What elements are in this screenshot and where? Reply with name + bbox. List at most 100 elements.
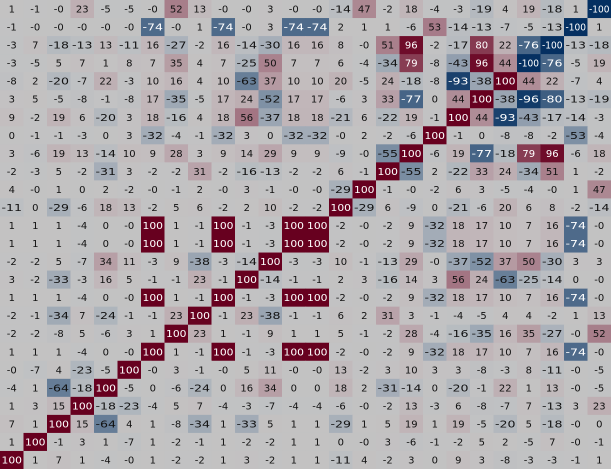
heatmap-cell [470,450,495,469]
heatmap-cell [188,198,213,218]
heatmap-cell [94,0,119,19]
heatmap-cell-label: -21 [331,113,352,124]
heatmap-cell-label: 100 [143,221,164,232]
heatmap-cell-label: 1 [314,329,320,340]
heatmap-cell [258,306,283,326]
heatmap-cell-label: -18 [72,383,93,394]
heatmap-cell [141,432,166,452]
heatmap-cell-label: -76 [542,59,563,70]
heatmap-cell-label: 3 [9,95,15,106]
heatmap-cell [117,360,142,380]
heatmap-cell-label: 13 [334,365,347,376]
heatmap-cell [47,378,72,398]
heatmap-cell-label: 5 [126,275,132,286]
heatmap-cell [517,360,542,380]
heatmap-cell-label: 17 [287,95,300,106]
heatmap-cell [211,126,236,145]
heatmap-cell-label: -2 [383,401,393,412]
heatmap-cell [517,234,542,254]
heatmap-cell [0,252,25,272]
heatmap-cell-label: -4 [7,383,17,394]
heatmap-cell [258,18,283,37]
heatmap-cell-label: 24 [381,77,394,88]
heatmap-cell [423,126,448,145]
heatmap-cell [235,162,260,181]
heatmap-cell-label: -0 [101,23,111,34]
heatmap-cell-label: -0 [359,401,369,412]
heatmap-cell-label: -6 [406,23,416,34]
heatmap-cell [47,36,72,55]
heatmap-cell [94,450,119,469]
heatmap-cell [23,198,48,218]
heatmap-cell [493,450,518,469]
heatmap-cell [23,108,48,127]
heatmap-cell [164,378,189,398]
heatmap-cell [376,288,401,308]
heatmap-cell-label: -1 [148,311,158,322]
heatmap-cell-label: -74 [566,293,587,304]
heatmap-cell-label: -0 [406,185,416,196]
heatmap-cell [587,396,611,416]
heatmap-cell-label: 13 [593,311,606,322]
heatmap-cell-label: 7 [32,41,38,52]
heatmap-cell [235,108,260,127]
heatmap-cell [70,54,95,73]
heatmap-cell-label: 100 [213,239,234,250]
heatmap-cell [0,72,25,91]
heatmap-cell-label: -16 [237,167,258,178]
heatmap-cell [352,18,377,37]
heatmap-cell [305,18,330,37]
heatmap-cell [23,396,48,416]
heatmap-cell-label: -5 [594,383,604,394]
heatmap-cell-label: -0 [124,23,134,34]
heatmap-cell-label: 14 [405,275,418,286]
heatmap-cell [47,252,72,272]
heatmap-cell [540,216,565,236]
heatmap-cell [117,90,142,109]
heatmap-cell [164,162,189,181]
heatmap-cell-label: -2 [77,167,87,178]
heatmap-cell [23,0,48,19]
heatmap-cell [564,198,589,218]
heatmap-cell [70,288,95,308]
heatmap-cell [564,270,589,290]
heatmap-cell-label: 3 [479,455,485,466]
heatmap-cell [423,144,448,163]
heatmap-cell [376,36,401,55]
heatmap-cell-label: 7 [526,401,532,412]
heatmap-cell [399,198,424,218]
heatmap-cell-label: -4 [218,401,228,412]
heatmap-cell [564,162,589,181]
heatmap-cell-label: -2 [289,203,299,214]
heatmap-cell [446,432,471,452]
heatmap-cell-label: -1 [195,365,205,376]
heatmap-cell-label: 15 [52,401,65,412]
heatmap-cell [517,324,542,344]
heatmap-cell-label: 31 [193,167,206,178]
heatmap-cell [117,126,142,145]
heatmap-cell [70,270,95,290]
heatmap-cell [564,288,589,308]
heatmap-cell [376,126,401,145]
heatmap-cell-label: 100 [143,293,164,304]
heatmap-cell-label: 19 [522,5,535,16]
heatmap-cell-label: 29 [405,257,418,268]
heatmap-cell-label: 1 [220,437,226,448]
heatmap-cell-label: -33 [49,275,70,286]
heatmap-cell-label: -13 [472,23,493,34]
heatmap-cell [587,288,611,308]
heatmap-cell [47,108,72,127]
heatmap-cell-label: -16 [166,113,187,124]
heatmap-cell-label: -29 [354,203,375,214]
heatmap-cell [117,198,142,218]
heatmap-cell [493,144,518,163]
heatmap-cell-label: 1 [56,347,62,358]
heatmap-cell [70,198,95,218]
heatmap-cell [235,306,260,326]
heatmap-cell [94,90,119,109]
heatmap-cell-label: -0 [124,239,134,250]
heatmap-cell-label: -1 [195,293,205,304]
heatmap-cell-label: 1 [103,437,109,448]
heatmap-cell [352,234,377,254]
heatmap-cell-label: -2 [30,257,40,268]
